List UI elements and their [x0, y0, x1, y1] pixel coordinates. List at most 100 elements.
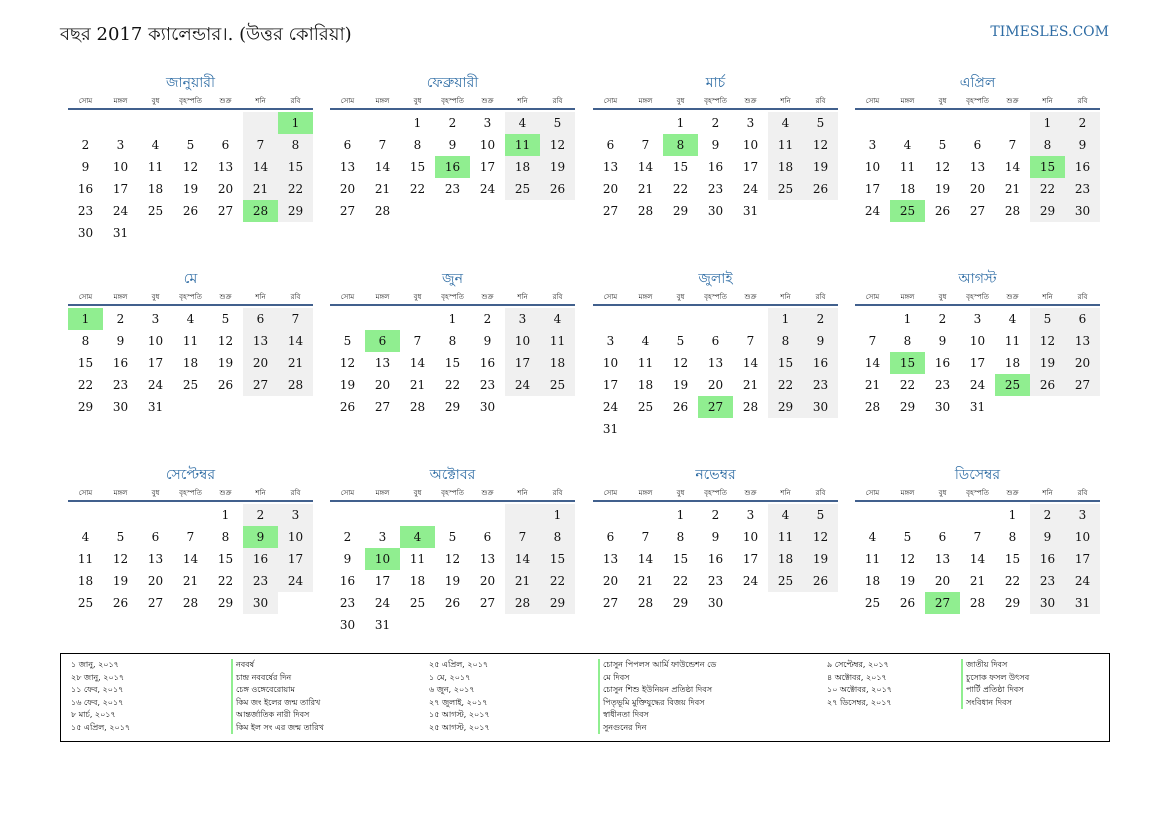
weekday-label: বৃহস্পতি [441, 293, 464, 301]
day-cell: 27 [1065, 374, 1100, 396]
weekday-label: বুধ [676, 97, 685, 105]
weekday-header: সোম মঙ্গল বুধ বৃহস্পতি শুক্র শনি রবি [330, 486, 575, 502]
day-cell: 28 [969, 596, 986, 610]
month-name: জুন [442, 271, 463, 287]
day-cell: 12 [803, 134, 838, 156]
weekday-label: সোম [603, 97, 618, 105]
empty-cell [593, 308, 628, 330]
holiday-dates-column: ৯ সেপ্টেম্বর, ২০১৭ ৪ অক্টোবর, ২০১৭ ১০ অক্ট… [827, 659, 892, 709]
day-cell: 5 [448, 530, 457, 544]
day-cell: 15 [217, 552, 234, 566]
weekday-label: শনি [1042, 97, 1053, 105]
day-cell: 27 [217, 204, 234, 218]
empty-cell [243, 112, 278, 134]
day-cell: 2 [116, 312, 125, 326]
day-cell: 23 [1030, 570, 1065, 592]
day-cell: 19 [934, 182, 951, 196]
holiday-name: সুনগুনের দিন [598, 721, 716, 734]
day-cell: 26 [1030, 374, 1065, 396]
day-cell: 18 [1004, 356, 1021, 370]
day-cell: 1 [676, 116, 685, 130]
day-cell: 13 [969, 160, 986, 174]
weekday-label: বুধ [151, 97, 160, 105]
day-cell: 3 [1065, 504, 1100, 526]
holiday-name: পার্টি প্রতিষ্ঠা দিবস [961, 684, 1029, 697]
day-cell: 4 [868, 530, 877, 544]
day-cell: 6 [606, 530, 615, 544]
holiday-day-cell: 11 [505, 134, 540, 156]
month-name: নভেম্বর [695, 467, 736, 483]
day-cell: 20 [1065, 352, 1100, 374]
day-cell: 12 [803, 526, 838, 548]
day-cell: 21 [409, 378, 426, 392]
weekday-label: বৃহস্পতি [179, 489, 202, 497]
weekday-label: শনি [780, 97, 791, 105]
day-cell: 3 [278, 504, 313, 526]
day-cell: 25 [409, 596, 426, 610]
day-cell: 20 [602, 182, 619, 196]
day-cell: 4 [505, 112, 540, 134]
day-cell: 31 [1065, 592, 1100, 614]
day-cell: 17 [479, 160, 496, 174]
day-cell: 14 [409, 356, 426, 370]
weekday-label: বৃহস্পতি [966, 293, 989, 301]
month-name: আগস্ট [958, 271, 997, 287]
day-cell: 10 [479, 138, 496, 152]
day-cell: 7 [278, 308, 313, 330]
day-cell: 2 [81, 138, 90, 152]
day-cell: 29 [899, 400, 916, 414]
empty-cell [663, 308, 698, 330]
day-cell: 11 [637, 356, 654, 370]
weekday-label: মঙ্গল [375, 97, 390, 105]
day-cell: 4 [81, 530, 90, 544]
empty-cell [890, 112, 925, 134]
day-cell: 8 [1008, 530, 1017, 544]
day-cell: 2 [711, 116, 720, 130]
weekday-label: মঙ্গল [375, 489, 390, 497]
empty-cell [103, 504, 138, 526]
day-cell: 4 [1008, 312, 1017, 326]
day-cell: 17 [374, 574, 391, 588]
day-grid: 1 2 3 4 5 6 7 8 9 10 11 12 13 14 15 16 17 18 19 20 21 22 23 24 2… [330, 308, 575, 418]
empty-cell [365, 308, 400, 330]
day-cell: 13 [479, 552, 496, 566]
day-cell: 29 [278, 200, 313, 222]
holiday-names-column: নববর্ষ চান্দ্র নববর্ষের দিন চেঙ্গ ওঙ্গেবের… [231, 659, 324, 734]
day-cell: 15 [540, 548, 575, 570]
holiday-date: ৮ মার্চ, ২০১৭ [71, 710, 116, 719]
day-cell: 13 [147, 552, 164, 566]
day-cell: 24 [479, 182, 496, 196]
holiday-day-cell: 28 [243, 200, 278, 222]
holiday-name: স্বাধীনতা দিবস [598, 709, 716, 722]
day-cell: 23 [803, 374, 838, 396]
site-name: TIMESLES.COM [990, 24, 1109, 40]
day-cell: 26 [540, 178, 575, 200]
day-cell: 3 [483, 116, 492, 130]
day-cell: 17 [969, 356, 986, 370]
day-cell: 12 [934, 160, 951, 174]
empty-cell [628, 504, 663, 526]
day-cell: 1 [676, 508, 685, 522]
day-cell: 22 [1004, 574, 1021, 588]
day-cell: 10 [278, 526, 313, 548]
day-cell: 1 [768, 308, 803, 330]
day-cell: 28 [182, 596, 199, 610]
day-cell: 29 [1030, 200, 1065, 222]
holiday-name: আন্তর্জাতিক নারী দিবস [231, 709, 324, 722]
day-cell: 7 [868, 334, 877, 348]
day-cell: 23 [444, 182, 461, 196]
day-cell: 5 [1030, 308, 1065, 330]
day-cell: 26 [339, 400, 356, 414]
day-cell: 18 [768, 156, 803, 178]
empty-cell [628, 308, 663, 330]
day-cell: 25 [864, 596, 881, 610]
day-cell: 24 [742, 574, 759, 588]
day-cell: 14 [637, 552, 654, 566]
day-cell: 29 [77, 400, 94, 414]
weekday-label: শনি [255, 489, 266, 497]
weekday-label: মঙ্গল [900, 293, 915, 301]
empty-cell [330, 504, 365, 526]
weekday-label: সোম [340, 97, 355, 105]
day-cell: 17 [147, 356, 164, 370]
day-cell: 8 [676, 530, 685, 544]
